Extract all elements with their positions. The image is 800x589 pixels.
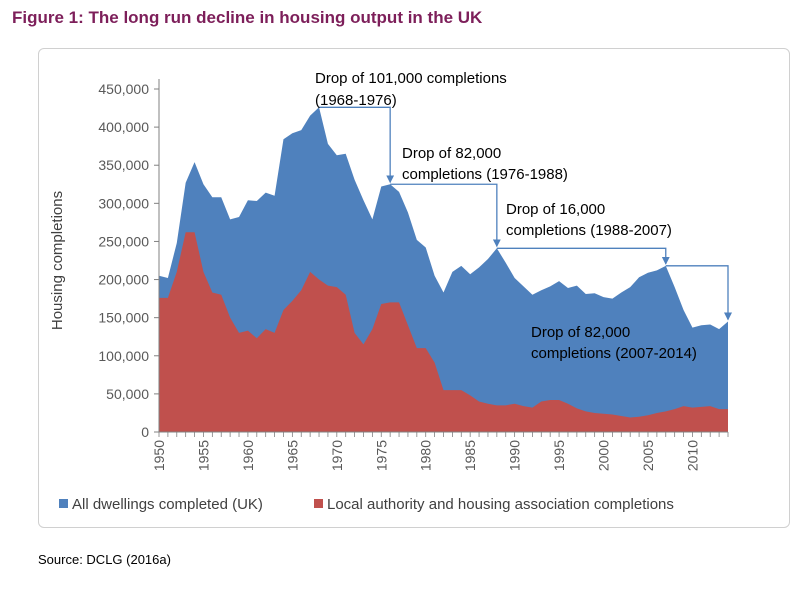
y-tick-label: 350,000 bbox=[98, 157, 149, 173]
y-tick-label: 300,000 bbox=[98, 195, 149, 211]
legend-label: Local authority and housing association … bbox=[327, 496, 674, 513]
x-tick-label: 2000 bbox=[596, 440, 612, 471]
y-tick-label: 200,000 bbox=[98, 272, 149, 288]
y-tick-label: 100,000 bbox=[98, 348, 149, 364]
drop-arrow bbox=[390, 183, 501, 248]
x-tick-label: 1970 bbox=[329, 440, 345, 471]
legend-label: All dwellings completed (UK) bbox=[72, 496, 263, 513]
x-tick-label: 1985 bbox=[462, 440, 478, 471]
annotation-line-2: completions (2007-2014) bbox=[531, 345, 697, 362]
drop-arrow bbox=[319, 106, 395, 184]
y-tick-label: 0 bbox=[141, 424, 149, 440]
chart-frame bbox=[38, 48, 790, 528]
x-tick-label: 1980 bbox=[418, 440, 434, 471]
x-tick-label: 1990 bbox=[507, 440, 523, 471]
drop-arrow bbox=[496, 247, 670, 265]
x-tick-label: 1995 bbox=[551, 440, 567, 471]
x-tick-label: 2005 bbox=[640, 440, 656, 471]
source-note: Source: DCLG (2016a) bbox=[38, 552, 171, 567]
area-la-ha-completions bbox=[159, 232, 728, 432]
annotation-line-1: Drop of 101,000 completions bbox=[315, 70, 507, 87]
figure-title: Figure 1: The long run decline in housin… bbox=[12, 8, 483, 27]
y-tick-label: 150,000 bbox=[98, 310, 149, 326]
annotation-line-2: completions (1988-2007) bbox=[506, 222, 672, 239]
legend-swatch bbox=[314, 499, 323, 508]
drop-arrow bbox=[665, 265, 732, 321]
x-tick-label: 1955 bbox=[195, 440, 211, 471]
x-tick-label: 1965 bbox=[284, 440, 300, 471]
y-tick-label: 400,000 bbox=[98, 119, 149, 135]
y-axis-label: Housing completions bbox=[49, 191, 66, 330]
annotation-line-2: (1968-1976) bbox=[315, 92, 397, 109]
y-tick-label: 50,000 bbox=[106, 386, 149, 402]
y-tick-label: 250,000 bbox=[98, 233, 149, 249]
annotation-line-1: Drop of 16,000 bbox=[506, 201, 605, 218]
annotation-line-2: completions (1976-1988) bbox=[402, 166, 568, 183]
x-tick-label: 1950 bbox=[151, 440, 167, 471]
housing-completions-chart: 0 50,000 100,000 150,000 200,000 250,000 300,0… bbox=[49, 70, 732, 513]
y-tick-label: 450,000 bbox=[98, 81, 149, 97]
x-tick-label: 1975 bbox=[373, 440, 389, 471]
annotation-line-1: Drop of 82,000 bbox=[531, 324, 630, 341]
x-tick-label: 1960 bbox=[240, 440, 256, 471]
x-tick-label: 2010 bbox=[684, 440, 700, 471]
legend-swatch bbox=[59, 499, 68, 508]
annotation-line-1: Drop of 82,000 bbox=[402, 145, 501, 162]
